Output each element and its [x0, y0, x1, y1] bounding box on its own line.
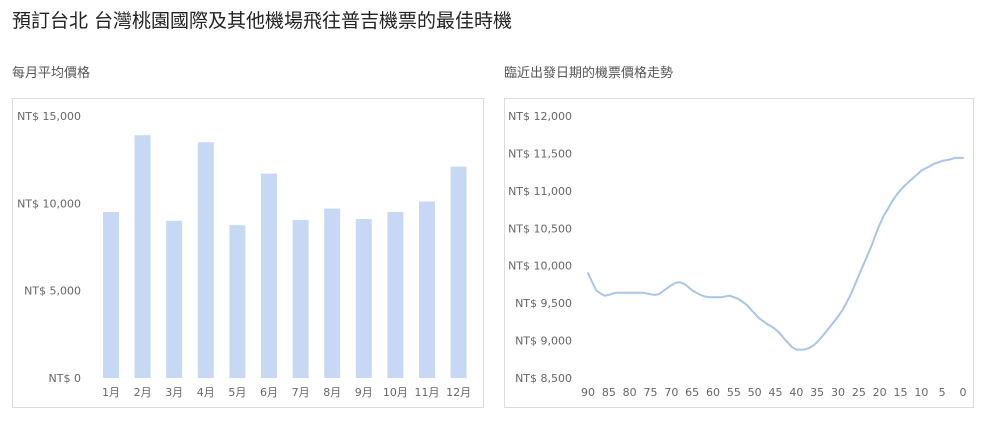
- y-tick-label: NT$ 10,500: [508, 222, 572, 235]
- x-tick-label: 9月: [355, 386, 373, 399]
- x-tick-label: 5: [939, 386, 946, 399]
- bar-11: [419, 201, 435, 378]
- x-tick-label: 70: [664, 386, 678, 399]
- monthly-price-chart-svg: NT$ 0 NT$ 5,000 NT$ 10,000 NT$ 15,000 1月 2月 3月…: [17, 110, 471, 399]
- monthly-price-chart: NT$ 0 NT$ 5,000 NT$ 10,000 NT$ 15,000 1月 2月 3月…: [12, 98, 484, 408]
- x-tick-label: 80: [623, 386, 637, 399]
- x-tick-label: 50: [748, 386, 762, 399]
- x-tick-label: 65: [685, 386, 699, 399]
- bar-8: [324, 208, 341, 378]
- y-tick-label: NT$ 15,000: [17, 110, 81, 123]
- bar-10: [387, 212, 404, 378]
- y-tick-label: NT$ 11,000: [508, 185, 572, 198]
- x-tick-label: 4月: [197, 386, 215, 399]
- y-tick-label: NT$ 9,500: [515, 297, 572, 310]
- x-tick-label: 1月: [102, 386, 120, 399]
- x-tick-label: 40: [789, 386, 803, 399]
- price-trend-chart: NT$ 8,500 NT$ 9,000 NT$ 9,500 NT$ 10,000 NT$…: [504, 98, 974, 408]
- x-tick-label: 75: [644, 386, 658, 399]
- y-tick-label: NT$ 11,500: [508, 147, 572, 160]
- page-title: 預訂台北 台灣桃園國際及其他機場飛往普吉機票的最佳時機: [12, 10, 513, 32]
- x-tick-label: 7月: [292, 386, 310, 399]
- bar-3: [166, 220, 183, 378]
- x-tick-label: 55: [727, 386, 741, 399]
- x-tick-label: 10月: [383, 386, 408, 399]
- x-tick-label: 10: [914, 386, 928, 399]
- bar-12: [450, 166, 467, 378]
- bar-6: [261, 173, 277, 378]
- x-tick-label: 3月: [165, 386, 183, 399]
- y-tick-label: NT$ 8,500: [515, 372, 572, 385]
- x-tick-label: 45: [769, 386, 783, 399]
- bar-2: [134, 135, 151, 378]
- x-tick-label: 11月: [415, 386, 440, 399]
- bar-1: [103, 212, 119, 378]
- y-tick-label: NT$ 12,000: [508, 110, 572, 123]
- x-tick-label: 0: [960, 386, 967, 399]
- x-tick-label: 25: [852, 386, 866, 399]
- x-tick-label: 60: [706, 386, 720, 399]
- x-tick-label: 20: [873, 386, 887, 399]
- bar-7: [292, 219, 309, 378]
- x-tick-label: 5月: [228, 386, 246, 399]
- x-tick-label: 2月: [134, 386, 152, 399]
- x-tick-label: 35: [810, 386, 824, 399]
- bar-9: [355, 219, 372, 378]
- x-tick-label: 12月: [446, 386, 471, 399]
- y-tick-label: NT$ 9,000: [515, 335, 572, 348]
- bar-5: [229, 225, 246, 378]
- x-tick-label: 8月: [323, 386, 341, 399]
- y-tick-label: NT$ 5,000: [24, 285, 81, 298]
- y-tick-label: NT$ 10,000: [508, 260, 572, 273]
- monthly-chart-title: 每月平均價格: [12, 66, 91, 81]
- x-tick-label: 6月: [260, 386, 278, 399]
- price-trend-line: [587, 156, 964, 351]
- price-trend-chart-svg: NT$ 8,500 NT$ 9,000 NT$ 9,500 NT$ 10,000 NT$…: [508, 110, 967, 399]
- bar-4: [197, 142, 214, 378]
- trend-chart-title: 臨近出發日期的機票價格走勢: [504, 66, 674, 81]
- x-tick-label: 15: [894, 386, 908, 399]
- x-tick-label: 85: [602, 386, 616, 399]
- y-tick-label: NT$ 10,000: [17, 197, 81, 210]
- x-tick-label: 90: [581, 386, 595, 399]
- y-tick-label: NT$ 0: [49, 372, 81, 385]
- x-tick-label: 30: [831, 386, 845, 399]
